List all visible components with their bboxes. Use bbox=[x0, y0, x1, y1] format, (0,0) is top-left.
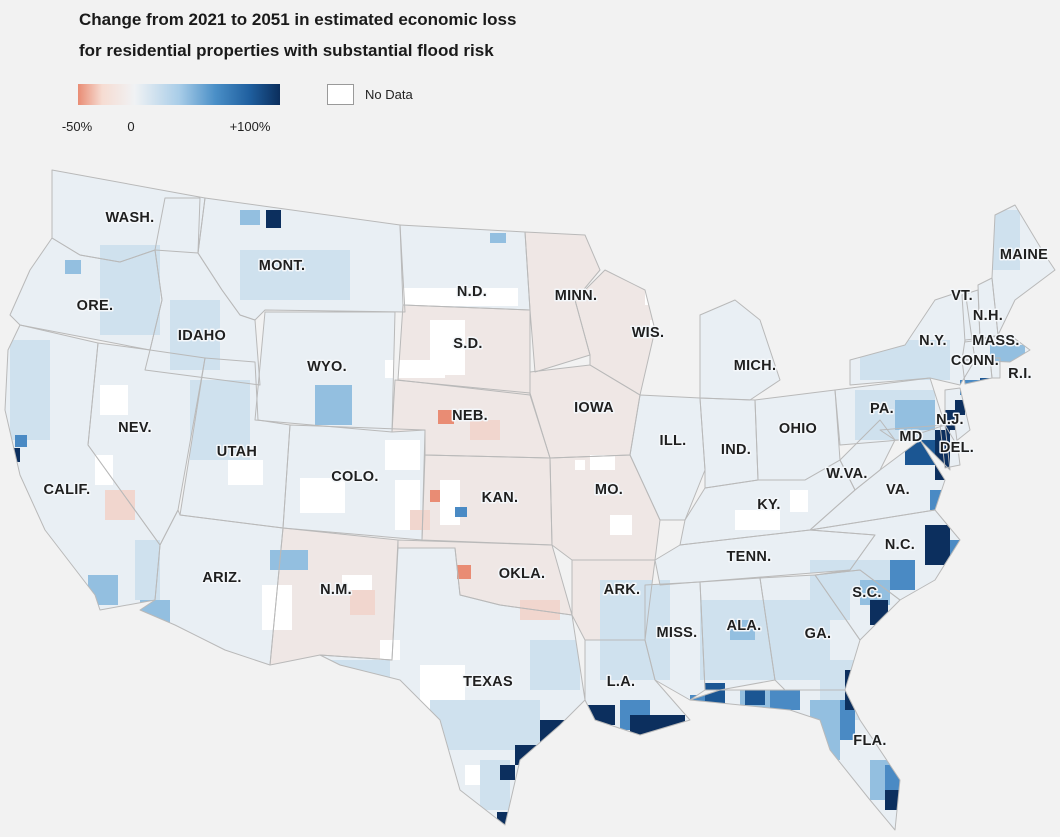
state-label-wv: W.VA. bbox=[826, 466, 868, 482]
no-data-label: No Data bbox=[365, 87, 413, 102]
state-label-ga: GA. bbox=[805, 626, 832, 642]
state-label-ut: UTAH bbox=[217, 444, 257, 460]
state-label-nj: N.J. bbox=[936, 412, 964, 428]
state-label-ma: MASS. bbox=[972, 333, 1019, 349]
state-ne bbox=[392, 380, 550, 458]
state-label-tn: TENN. bbox=[727, 549, 772, 565]
state-in bbox=[700, 398, 758, 488]
legend-tick-min: -50% bbox=[61, 119, 93, 134]
state-wy bbox=[255, 312, 395, 432]
state-label-co: COLO. bbox=[331, 469, 378, 485]
state-oh bbox=[755, 390, 840, 480]
state-label-oh: OHIO bbox=[779, 421, 817, 437]
state-label-md: MD bbox=[899, 429, 922, 445]
state-nh bbox=[978, 278, 998, 340]
state-label-nd: N.D. bbox=[457, 284, 487, 300]
state-label-ca: CALIF. bbox=[44, 482, 91, 498]
no-data-swatch bbox=[327, 84, 354, 105]
state-label-al: ALA. bbox=[726, 618, 761, 634]
state-label-ny: N.Y. bbox=[919, 333, 947, 349]
state-label-ky: KY. bbox=[757, 497, 780, 513]
state-label-il: ILL. bbox=[660, 433, 687, 449]
state-ia bbox=[530, 365, 640, 458]
state-label-tx: TEXAS bbox=[463, 674, 513, 690]
state-label-me: MAINE bbox=[1000, 247, 1048, 263]
state-labels: WASH. ORE. CALIF. IDAHO NEV. MONT. WYO. UTAH ARI… bbox=[42, 209, 1049, 751]
state-label-ok: OKLA. bbox=[499, 566, 546, 582]
state-borders bbox=[4, 169, 1056, 831]
legend-tick-max: +100% bbox=[229, 119, 271, 134]
state-label-sd: S.D. bbox=[453, 336, 482, 352]
state-label-or: ORE. bbox=[77, 298, 114, 314]
state-fl bbox=[690, 690, 900, 830]
state-label-mt: MONT. bbox=[259, 258, 306, 274]
state-label-ri: R.I. bbox=[1008, 366, 1032, 382]
state-label-nm: N.M. bbox=[320, 582, 352, 598]
state-label-ks: KAN. bbox=[482, 490, 519, 506]
state-label-in: IND. bbox=[721, 442, 751, 458]
legend-color-bar bbox=[78, 84, 280, 105]
state-label-sc: S.C. bbox=[852, 585, 881, 601]
chart-title: Change from 2021 to 2051 in estimated ec… bbox=[79, 4, 516, 66]
state-ky bbox=[680, 460, 855, 545]
state-label-mo: MO. bbox=[595, 482, 623, 498]
state-label-fl: FLA. bbox=[853, 733, 886, 749]
legend-tick-zero: 0 bbox=[127, 119, 135, 134]
state-mn bbox=[525, 232, 600, 372]
state-label-ms: MISS. bbox=[657, 625, 698, 641]
state-label-ct: CONN. bbox=[951, 353, 999, 369]
state-wi bbox=[575, 270, 655, 395]
state-mo bbox=[550, 455, 660, 560]
state-label-ia: IOWA bbox=[574, 400, 614, 416]
county-patches bbox=[10, 210, 1025, 824]
state-il bbox=[630, 395, 705, 520]
state-ok bbox=[398, 540, 572, 615]
state-label-pa: PA. bbox=[870, 401, 894, 417]
state-label-wa: WASH. bbox=[105, 210, 154, 226]
state-label-wi: WIS. bbox=[632, 325, 665, 341]
state-label-vt: VT. bbox=[951, 288, 973, 304]
state-label-ne: NEB. bbox=[452, 408, 488, 424]
state-az bbox=[140, 510, 283, 665]
state-mi bbox=[700, 300, 780, 400]
title-line-2: for residential properties with substant… bbox=[79, 41, 494, 60]
state-label-ar: ARK. bbox=[604, 582, 641, 598]
state-label-mn: MINN. bbox=[555, 288, 598, 304]
state-label-wy: WYO. bbox=[307, 359, 347, 375]
state-label-de: DEL. bbox=[940, 440, 974, 456]
state-label-id: IDAHO bbox=[178, 328, 226, 344]
state-label-la: L.A. bbox=[607, 674, 636, 690]
state-label-nh: N.H. bbox=[973, 308, 1003, 324]
title-line-1: Change from 2021 to 2051 in estimated ec… bbox=[79, 10, 517, 29]
state-label-az: ARIZ. bbox=[202, 570, 241, 586]
state-label-nc: N.C. bbox=[885, 537, 915, 553]
state-ct bbox=[962, 358, 992, 384]
state-label-nv: NEV. bbox=[118, 420, 152, 436]
state-label-va: VA. bbox=[886, 482, 910, 498]
state-label-mi: MICH. bbox=[734, 358, 777, 374]
